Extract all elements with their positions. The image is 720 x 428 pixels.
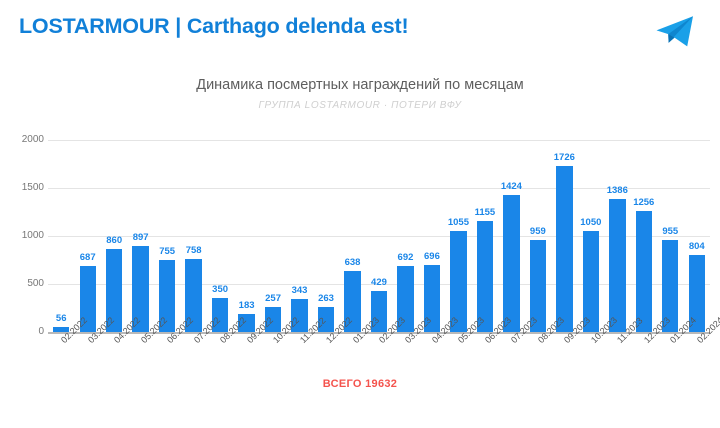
- bar-group[interactable]: 959: [529, 140, 547, 332]
- gridline: [48, 236, 710, 237]
- bar-value-label: 1155: [474, 207, 496, 219]
- bar[interactable]: [185, 259, 202, 332]
- bars-layer: 56 687 860 897 755 758 350 183 257 343 263 638 429 69…: [48, 140, 710, 332]
- bar-group[interactable]: 955: [662, 140, 679, 332]
- bar-value-label: 1424: [500, 181, 522, 193]
- bar-group[interactable]: 350: [211, 140, 229, 332]
- bar[interactable]: [450, 230, 467, 332]
- y-axis: 0 500 1000 1500 2000: [0, 134, 44, 340]
- y-tick-label: 0: [38, 326, 44, 337]
- x-axis-line: [48, 332, 710, 334]
- bar-group[interactable]: 257: [264, 140, 282, 332]
- bar-group[interactable]: 1424: [500, 140, 522, 332]
- bar[interactable]: [370, 290, 388, 332]
- bar-group[interactable]: 897: [132, 140, 149, 332]
- total-annotation: ВСЕГО 19632: [322, 378, 398, 390]
- bar[interactable]: [688, 254, 705, 332]
- bar-value-label: 955: [662, 226, 679, 238]
- bar-group[interactable]: 1726: [553, 140, 575, 332]
- bar-value-label: 1386: [606, 184, 628, 196]
- bar-group[interactable]: 860: [105, 140, 123, 332]
- y-tick-label: 500: [27, 278, 44, 289]
- bar[interactable]: [582, 231, 600, 332]
- bar-group[interactable]: 692: [397, 140, 414, 332]
- bar[interactable]: [609, 198, 626, 332]
- bar[interactable]: [344, 270, 361, 332]
- bar[interactable]: [105, 249, 123, 332]
- bar-value-label: 755: [159, 245, 176, 257]
- bar-group[interactable]: 56: [53, 140, 70, 332]
- bar-value-label: 638: [344, 256, 361, 268]
- bar-value-label: 959: [529, 225, 546, 237]
- bar[interactable]: [476, 221, 494, 332]
- bar-group[interactable]: 758: [185, 140, 202, 332]
- bar-group[interactable]: 755: [158, 140, 176, 332]
- bar-group[interactable]: 343: [291, 140, 308, 332]
- bar-group[interactable]: 263: [317, 140, 335, 332]
- bar-group[interactable]: 183: [238, 140, 255, 332]
- chart-title: Динамика посмертных награждений по месяц…: [196, 77, 524, 93]
- bar[interactable]: [503, 195, 520, 332]
- bar-value-label: 897: [132, 231, 149, 243]
- bar-group[interactable]: 1256: [633, 140, 655, 332]
- bar-group[interactable]: 429: [370, 140, 388, 332]
- bar-group[interactable]: 1050: [580, 140, 602, 332]
- bar[interactable]: [132, 245, 149, 332]
- bar-value-label: 343: [291, 285, 308, 297]
- y-tick-label: 1000: [21, 230, 44, 241]
- y-tick-label: 2000: [21, 134, 44, 145]
- plot-area: [48, 140, 710, 332]
- telegram-icon[interactable]: [653, 11, 697, 51]
- page-title: LOSTARMOUR | Carthago delenda est!: [19, 14, 409, 38]
- bar-value-label: 687: [79, 252, 96, 264]
- bar-value-label: 692: [397, 251, 414, 263]
- bar-group[interactable]: 696: [423, 140, 441, 332]
- bar-group[interactable]: 1055: [447, 140, 469, 332]
- bar[interactable]: [158, 259, 176, 332]
- bar-value-label: 758: [185, 245, 202, 257]
- gridline: [48, 140, 710, 141]
- bar-value-label: 257: [265, 293, 281, 305]
- bar-value-label: 429: [371, 276, 387, 288]
- bar[interactable]: [79, 266, 96, 332]
- bar[interactable]: [317, 306, 335, 332]
- bar-value-label: 1256: [633, 197, 655, 209]
- bar[interactable]: [635, 211, 652, 332]
- bar[interactable]: [264, 307, 282, 332]
- bar-group[interactable]: 804: [688, 140, 705, 332]
- bar[interactable]: [211, 298, 229, 332]
- bar-value-label: 56: [55, 312, 67, 324]
- bar-value-label: 860: [106, 235, 123, 247]
- y-tick-label: 1500: [21, 182, 44, 193]
- bar-value-label: 696: [424, 251, 440, 263]
- bar[interactable]: [397, 265, 414, 332]
- bar-value-label: 1726: [553, 152, 575, 164]
- gridline: [48, 188, 710, 189]
- gridline: [48, 284, 710, 285]
- bar-value-label: 1050: [580, 217, 602, 229]
- bar-value-label: 263: [318, 292, 334, 304]
- bar[interactable]: [53, 326, 70, 332]
- bar-group[interactable]: 1386: [606, 140, 628, 332]
- chart-subtitle: ГРУППА LOSTARMOUR · ПОТЕРИ ВФУ: [258, 100, 462, 111]
- bar-group[interactable]: 687: [79, 140, 96, 332]
- app-header: LOSTARMOUR | Carthago delenda est!: [0, 0, 720, 62]
- chart-card: Динамика посмертных награждений по месяц…: [0, 62, 720, 428]
- bar[interactable]: [238, 314, 255, 332]
- bar-group[interactable]: 1155: [474, 140, 496, 332]
- bar-value-label: 804: [688, 240, 705, 252]
- bar[interactable]: [662, 240, 679, 332]
- bar-group[interactable]: 638: [344, 140, 361, 332]
- bar[interactable]: [556, 166, 573, 332]
- bar-value-label: 1055: [447, 216, 469, 228]
- bar[interactable]: [529, 239, 547, 332]
- bar-value-label: 183: [238, 300, 255, 312]
- bar[interactable]: [291, 299, 308, 332]
- bar[interactable]: [423, 265, 441, 332]
- bar-value-label: 350: [212, 284, 229, 296]
